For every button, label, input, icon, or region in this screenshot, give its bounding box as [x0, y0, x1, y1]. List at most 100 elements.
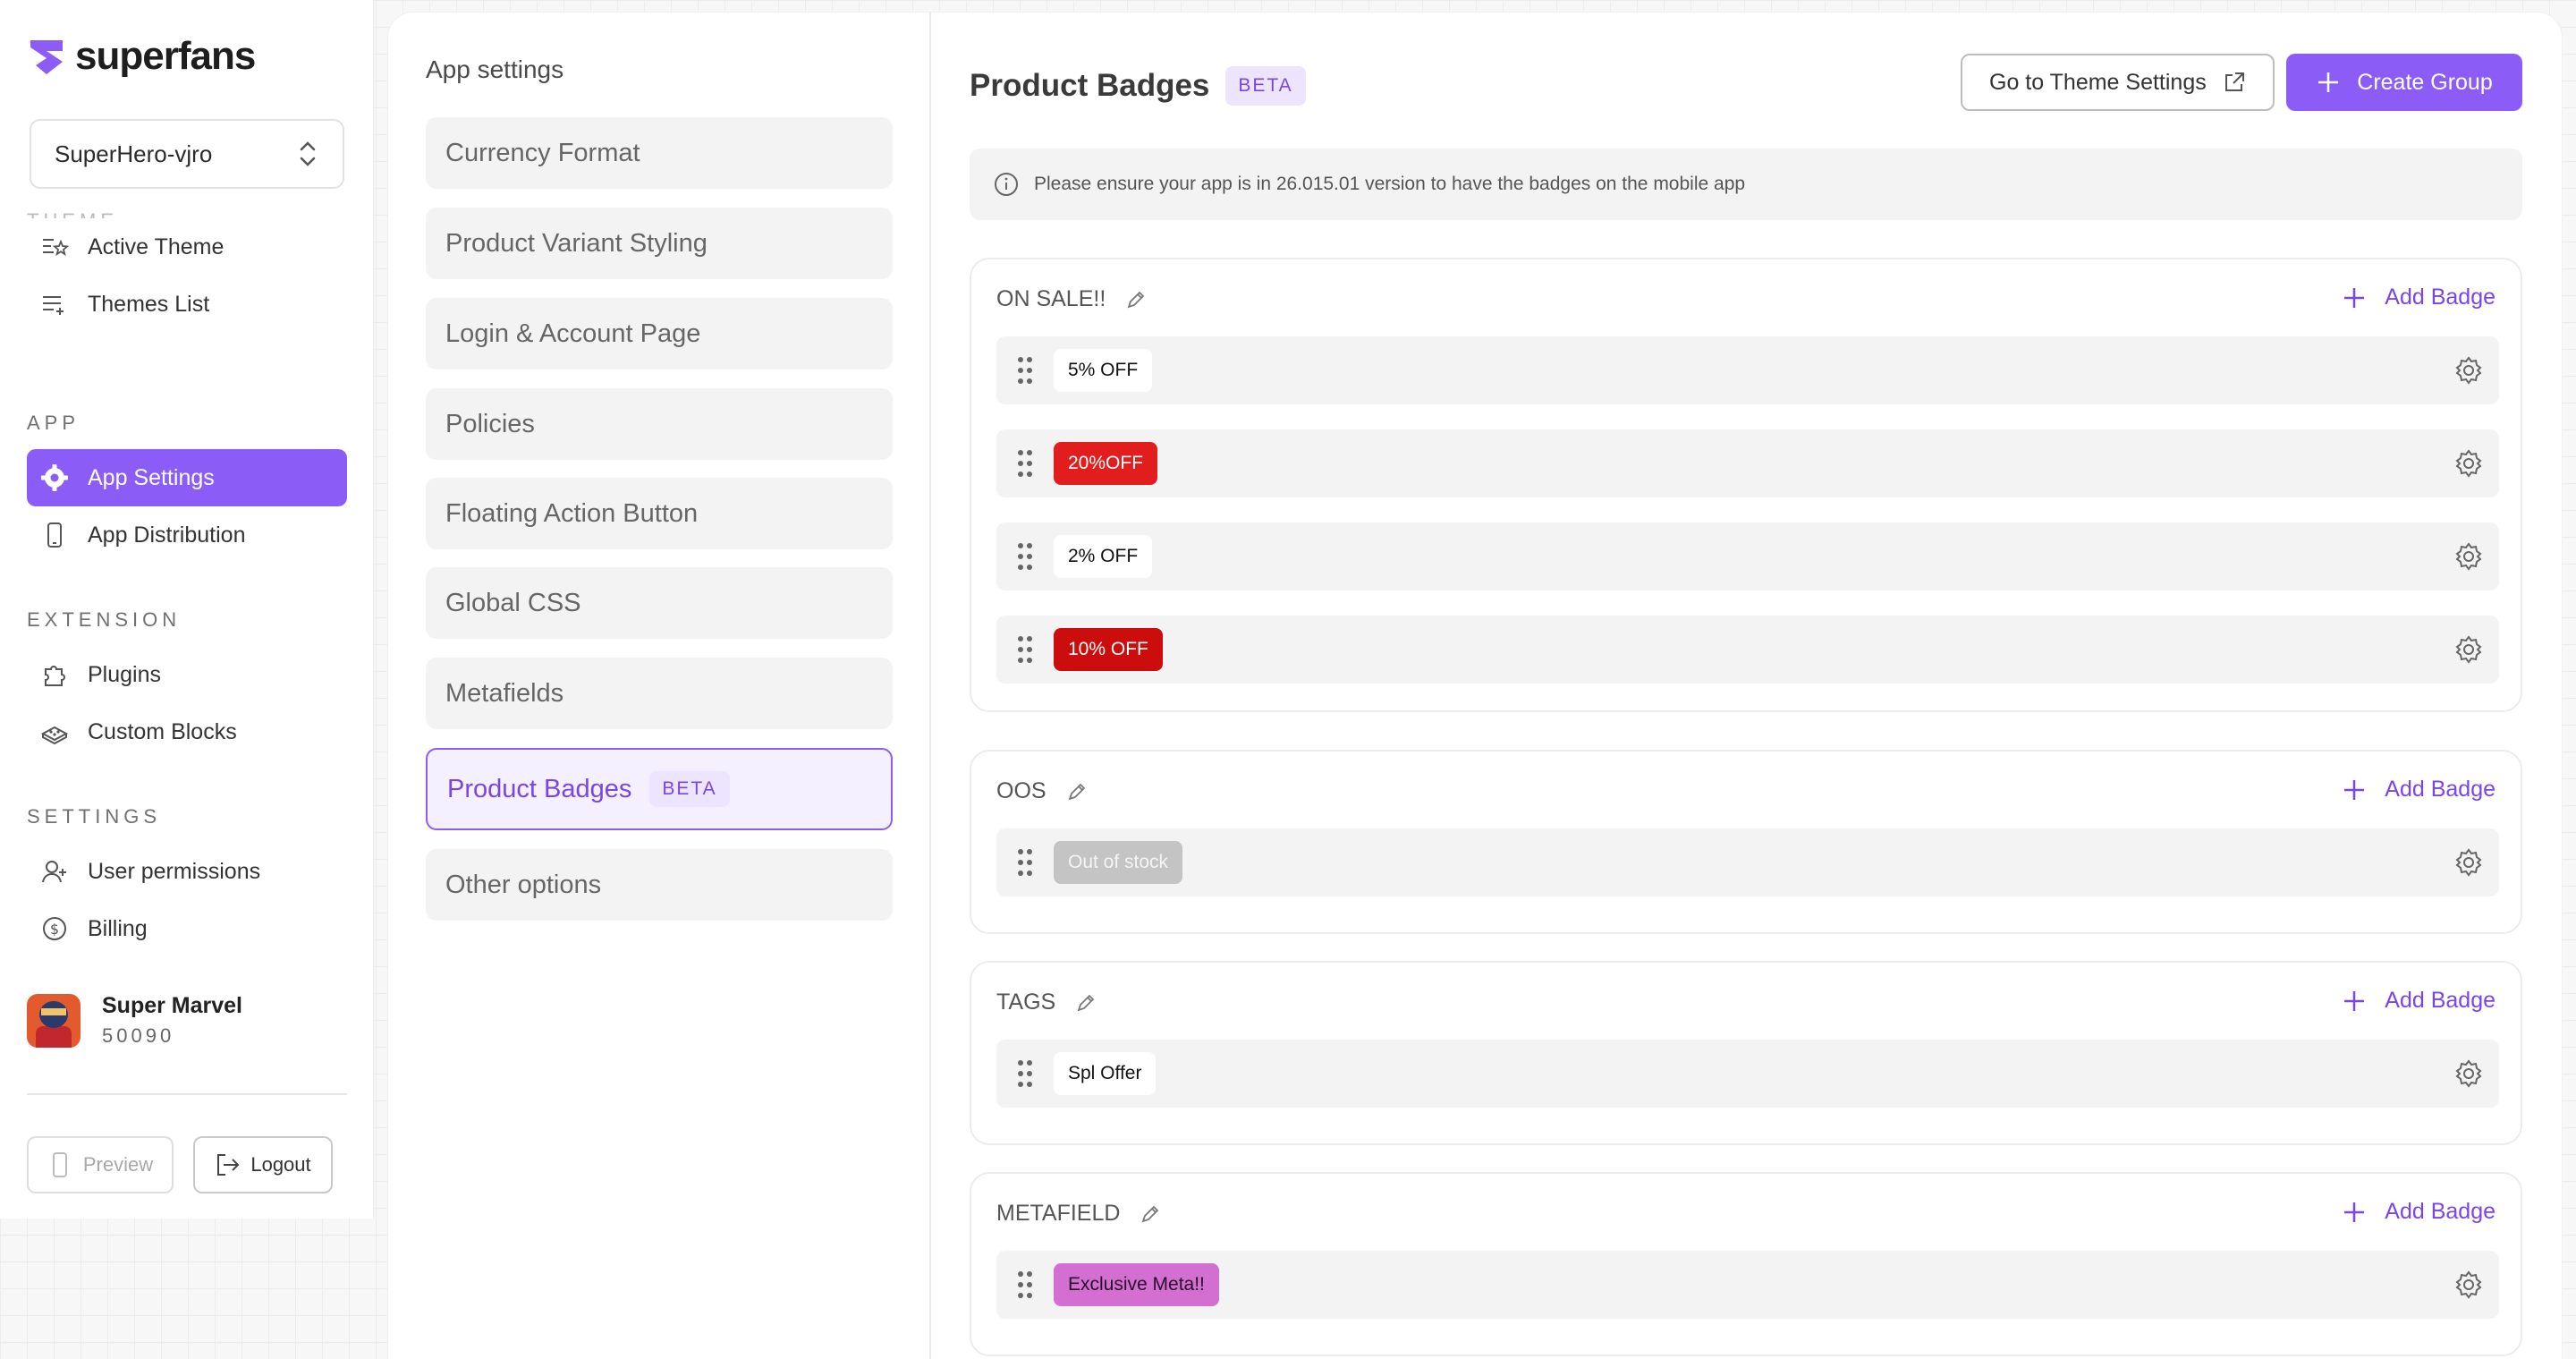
group-name: OOS: [996, 778, 1046, 803]
group-header: ON SALE!!: [996, 286, 1147, 312]
sidebar-item-active-theme[interactable]: Active Theme: [27, 218, 347, 276]
brand-logo[interactable]: superfans: [27, 34, 256, 79]
settings-item-metafields[interactable]: Metafields: [426, 658, 893, 729]
sidebar-item-app-distribution[interactable]: App Distribution: [27, 506, 347, 564]
brand-name: superfans: [75, 34, 256, 78]
settings-item-login-account-page[interactable]: Login & Account Page: [426, 298, 893, 369]
sidebar-item-custom-blocks[interactable]: Custom Blocks: [27, 703, 347, 760]
sidebar-item-label: Billing: [88, 915, 148, 941]
sidebar-item-billing[interactable]: $ Billing: [27, 900, 347, 957]
sidebar-item-plugins[interactable]: Plugins: [27, 646, 347, 703]
plus-icon: [2344, 1202, 2365, 1222]
badge-row[interactable]: Out of stock: [996, 828, 2499, 896]
settings-item-label: Product Variant Styling: [445, 228, 708, 258]
settings-item-label: Global CSS: [445, 588, 581, 617]
user-plus-icon: [39, 856, 70, 887]
svg-text:$: $: [50, 921, 59, 938]
plus-icon: [2344, 779, 2365, 800]
add-badge-button[interactable]: Add Badge: [2342, 1199, 2496, 1225]
drag-handle-icon[interactable]: [1016, 1058, 1034, 1089]
badge-group: METAFIELD Add Badge Exclusive Meta!!: [970, 1172, 2522, 1356]
settings-title: App settings: [426, 55, 564, 83]
badge-preview: 2% OFF: [1054, 535, 1153, 578]
logout-button[interactable]: Logout: [193, 1136, 333, 1193]
add-badge-button[interactable]: Add Badge: [2342, 988, 2496, 1014]
settings-item-product-variant-styling[interactable]: Product Variant Styling: [426, 208, 893, 279]
settings-item-label: Other options: [445, 870, 602, 899]
badge-row[interactable]: Spl Offer: [996, 1040, 2499, 1108]
drag-handle-icon[interactable]: [1016, 355, 1034, 386]
logout-icon: [217, 1154, 240, 1176]
gear-icon[interactable]: [2453, 846, 2485, 879]
plus-icon: [2344, 287, 2365, 308]
sidebar-item-label: App Settings: [88, 464, 215, 490]
pencil-icon[interactable]: [1140, 1203, 1161, 1225]
group-header: OOS: [996, 778, 1088, 804]
plus-icon: [2344, 990, 2365, 1011]
go-to-theme-settings-button[interactable]: Go to Theme Settings: [1961, 54, 2275, 111]
pencil-icon[interactable]: [1125, 289, 1147, 310]
group-name: ON SALE!!: [996, 286, 1106, 311]
badge-row[interactable]: 5% OFF: [996, 336, 2499, 404]
badge-row[interactable]: 10% OFF: [996, 616, 2499, 684]
version-notice: Please ensure your app is in 26.015.01 v…: [970, 149, 2522, 220]
section-title-settings: SETTINGS: [27, 805, 162, 828]
drag-handle-icon[interactable]: [1016, 634, 1034, 665]
settings-item-product-badges[interactable]: Product Badges BETA: [426, 748, 893, 830]
puzzle-icon: [39, 659, 70, 690]
badge-row[interactable]: Exclusive Meta!!: [996, 1251, 2499, 1319]
store-selector-value: SuperHero-vjro: [55, 140, 213, 167]
settings-item-other-options[interactable]: Other options: [426, 849, 893, 921]
settings-item-global-css[interactable]: Global CSS: [426, 567, 893, 639]
drag-handle-icon[interactable]: [1016, 448, 1034, 479]
logout-label: Logout: [250, 1153, 311, 1176]
sidebar-item-label: App Distribution: [88, 522, 246, 548]
settings-item-label: Policies: [445, 409, 535, 438]
badge-row[interactable]: 2% OFF: [996, 522, 2499, 590]
badge-group: ON SALE!! Add Badge 5% OFF 20%OFF: [970, 258, 2522, 712]
external-link-icon: [2224, 72, 2244, 91]
sidebar-item-label: Custom Blocks: [88, 718, 237, 744]
badge-group: TAGS Add Badge Spl Offer: [970, 961, 2522, 1145]
drag-handle-icon[interactable]: [1016, 847, 1034, 878]
version-notice-text: Please ensure your app is in 26.015.01 v…: [1034, 174, 1746, 194]
gear-icon[interactable]: [2453, 1057, 2485, 1090]
settings-item-label: Product Badges: [447, 774, 632, 803]
add-badge-label: Add Badge: [2385, 988, 2496, 1013]
gear-icon[interactable]: [2453, 540, 2485, 573]
superfans-logo-icon: [30, 40, 63, 74]
product-badges-panel: Product Badges BETA Go to Theme Settings…: [970, 13, 2544, 1359]
add-badge-button[interactable]: Add Badge: [2342, 285, 2496, 310]
sidebar-item-user-permissions[interactable]: User permissions: [27, 843, 347, 900]
section-title-theme: THEME: [27, 209, 118, 218]
badge-preview: Exclusive Meta!!: [1054, 1263, 1219, 1306]
settings-item-label: Floating Action Button: [445, 498, 699, 528]
dollar-icon: $: [39, 913, 70, 944]
pencil-icon[interactable]: [1066, 781, 1088, 803]
drag-handle-icon[interactable]: [1016, 1270, 1034, 1300]
preview-button[interactable]: Preview: [27, 1136, 174, 1193]
store-profile[interactable]: Super Marvel 50090: [27, 993, 242, 1048]
settings-item-policies[interactable]: Policies: [426, 388, 893, 460]
create-group-label: Create Group: [2357, 69, 2493, 95]
create-group-button[interactable]: Create Group: [2286, 54, 2522, 111]
settings-item-currency-format[interactable]: Currency Format: [426, 117, 893, 189]
badge-group: OOS Add Badge Out of stock: [970, 750, 2522, 934]
theme-star-icon: [39, 232, 70, 262]
badge-row[interactable]: 20%OFF: [996, 429, 2499, 497]
section-title-app: APP: [27, 412, 80, 434]
gear-icon[interactable]: [2453, 447, 2485, 480]
gear-icon[interactable]: [2453, 633, 2485, 666]
badge-preview: Spl Offer: [1054, 1052, 1157, 1095]
pencil-icon[interactable]: [1075, 992, 1097, 1014]
drag-handle-icon[interactable]: [1016, 541, 1034, 572]
settings-item-floating-action-button[interactable]: Floating Action Button: [426, 478, 893, 549]
preview-label: Preview: [82, 1153, 154, 1176]
sidebar-item-app-settings[interactable]: App Settings: [27, 449, 347, 506]
profile-id: 50090: [102, 1024, 175, 1047]
store-selector[interactable]: SuperHero-vjro: [30, 119, 344, 189]
add-badge-button[interactable]: Add Badge: [2342, 777, 2496, 803]
gear-icon[interactable]: [2453, 1269, 2485, 1301]
sidebar-item-themes-list[interactable]: Themes List: [27, 276, 347, 333]
gear-icon[interactable]: [2453, 354, 2485, 386]
